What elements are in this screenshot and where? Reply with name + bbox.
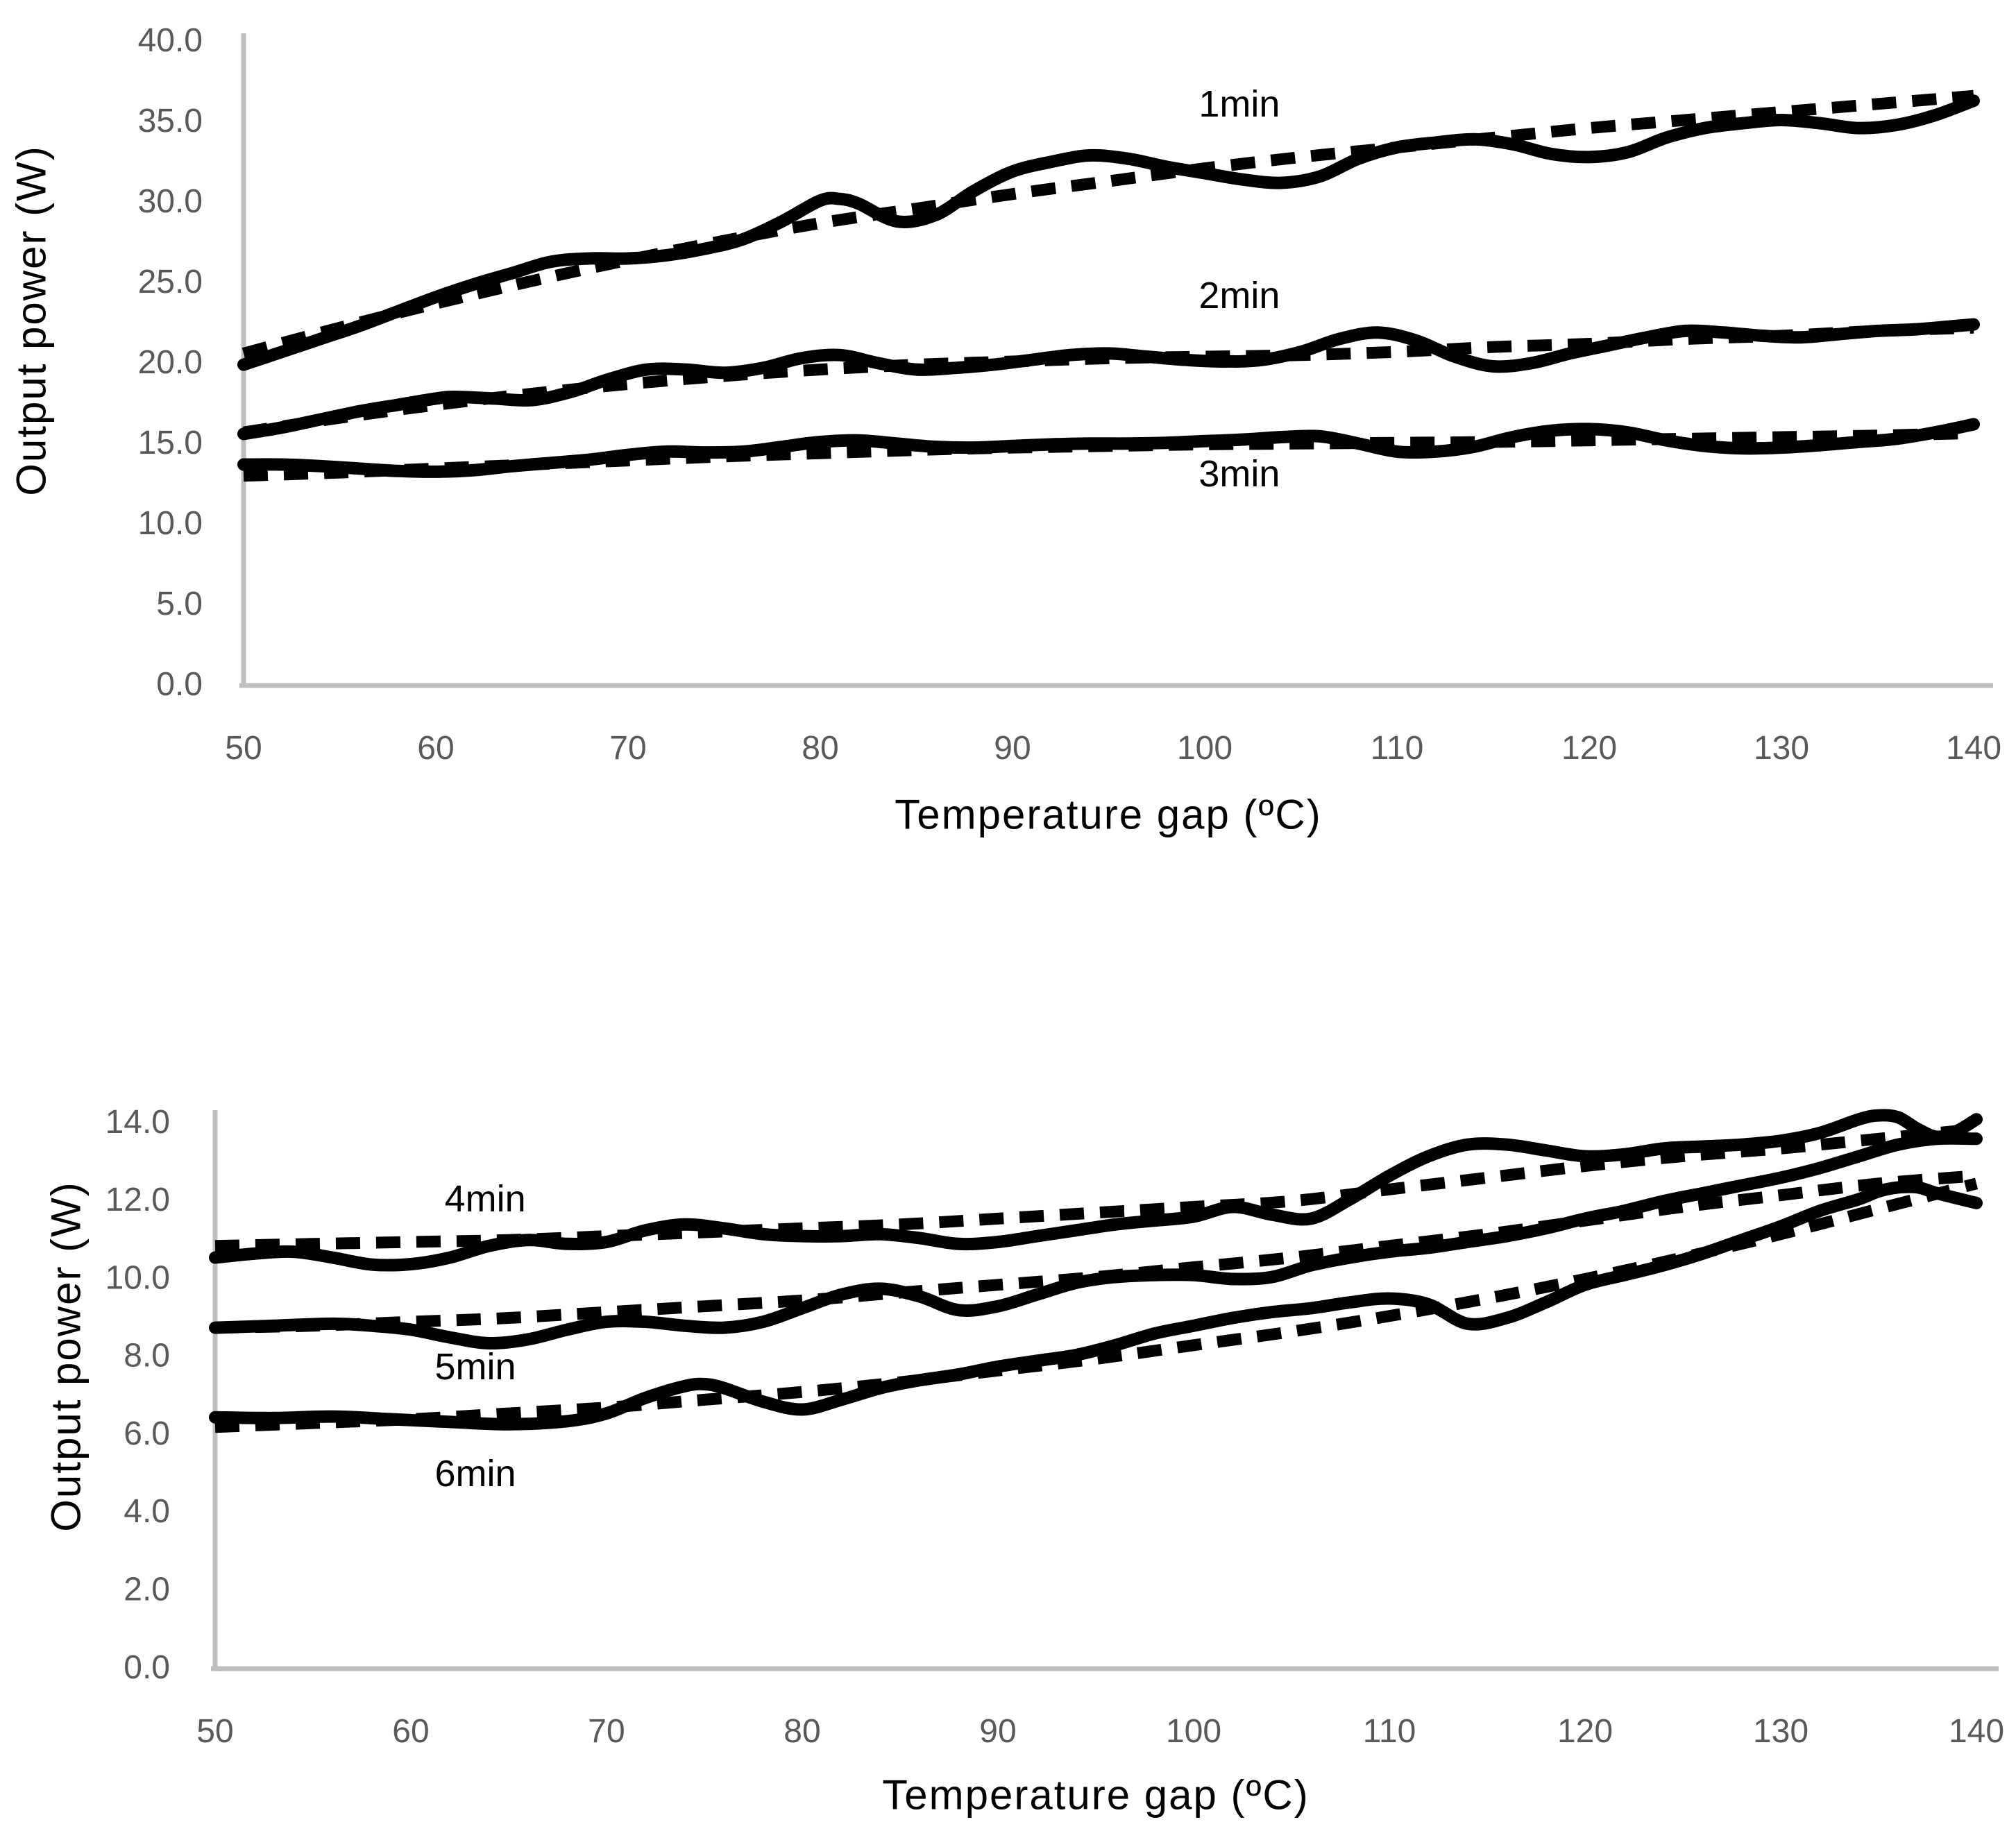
chart2-x-tick-label: 110 — [1363, 1713, 1416, 1750]
chart2-x-tick-label: 80 — [783, 1713, 820, 1750]
series-2min-trend-dashed-line — [242, 321, 1974, 438]
series-1min-solid-line — [237, 94, 1980, 371]
chart1-y-tick-label: 5.0 — [156, 586, 203, 622]
series-5min-trend-dashed-line — [214, 1170, 1977, 1334]
chart1-x-tick-label: 100 — [1177, 730, 1233, 767]
chart1-x-tick-label: 130 — [1754, 730, 1809, 767]
chart1-x-axis-title: Temperature gap (ºC) — [895, 791, 1322, 838]
series-label-6min: 6min — [434, 1453, 516, 1495]
chart2-x-tick-label: 100 — [1166, 1713, 1221, 1750]
series-3min-solid-line — [237, 418, 1980, 478]
series-label-2min: 2min — [1198, 274, 1280, 316]
chart1-y-axis-title: Output power (W) — [8, 145, 55, 496]
series-4min-solid-line — [209, 1109, 1983, 1272]
chart2-x-tick-label: 70 — [588, 1713, 625, 1750]
chart1-x-tick-label: 90 — [994, 730, 1031, 767]
chart1-y-tick-label: 35.0 — [138, 103, 203, 139]
chart2-x-axis-title: Temperature gap (ºC) — [882, 1771, 1310, 1819]
series-6min-solid-line — [209, 1180, 1983, 1431]
chart2-x-tick-label: 60 — [392, 1713, 429, 1750]
chart1-x-tick-label: 60 — [417, 730, 454, 767]
chart1-x-tick-label: 80 — [802, 730, 838, 767]
chart2-y-tick-label: 6.0 — [124, 1415, 170, 1452]
chart2-x-tick-label: 90 — [979, 1713, 1016, 1750]
chart2-y-tick-label: 8.0 — [124, 1338, 170, 1374]
chart1-y-tick-label: 30.0 — [138, 183, 203, 220]
chart2-y-tick-label: 4.0 — [124, 1493, 170, 1530]
chart1-x-tick-label: 70 — [609, 730, 646, 767]
chart1-y-tick-label: 15.0 — [138, 425, 203, 461]
chart1-x-tick-label: 110 — [1371, 730, 1424, 767]
chart2-y-tick-label: 14.0 — [105, 1104, 170, 1141]
chart2-y-axis-title: Output power (W) — [42, 1181, 90, 1532]
chart2-y-tick-label: 2.0 — [124, 1572, 170, 1608]
series-2min-solid-line — [237, 318, 1980, 441]
series-1min-trend-dashed-line — [242, 90, 1974, 359]
series-5min-solid-line — [209, 1132, 1983, 1350]
chart2-x-tick-label: 140 — [1949, 1713, 2004, 1750]
chart2-y-tick-label: 10.0 — [105, 1259, 170, 1296]
series-label-1min: 1min — [1198, 83, 1280, 125]
chart1-y-tick-label: 20.0 — [138, 344, 203, 381]
chart1-y-tick-label: 25.0 — [138, 264, 203, 300]
chart1-y-tick-label: 40.0 — [138, 22, 203, 59]
chart2-y-tick-label: 12.0 — [105, 1182, 170, 1218]
chart2-x-tick-label: 130 — [1753, 1713, 1809, 1750]
chart1-x-tick-label: 50 — [225, 730, 262, 767]
series-label-5min: 5min — [434, 1345, 516, 1388]
series-label-3min: 3min — [1198, 453, 1280, 495]
chart1-y-tick-label: 10.0 — [138, 505, 203, 542]
chart2-x-tick-label: 50 — [196, 1713, 233, 1750]
chart1-x-tick-label: 140 — [1946, 730, 2001, 767]
series-label-4min: 4min — [444, 1178, 526, 1220]
chart2-x-tick-label: 120 — [1557, 1713, 1613, 1750]
chart2-y-tick-label: 0.0 — [124, 1649, 170, 1686]
chart1-y-tick-label: 0.0 — [156, 666, 203, 703]
chart1-x-tick-label: 120 — [1561, 730, 1617, 767]
